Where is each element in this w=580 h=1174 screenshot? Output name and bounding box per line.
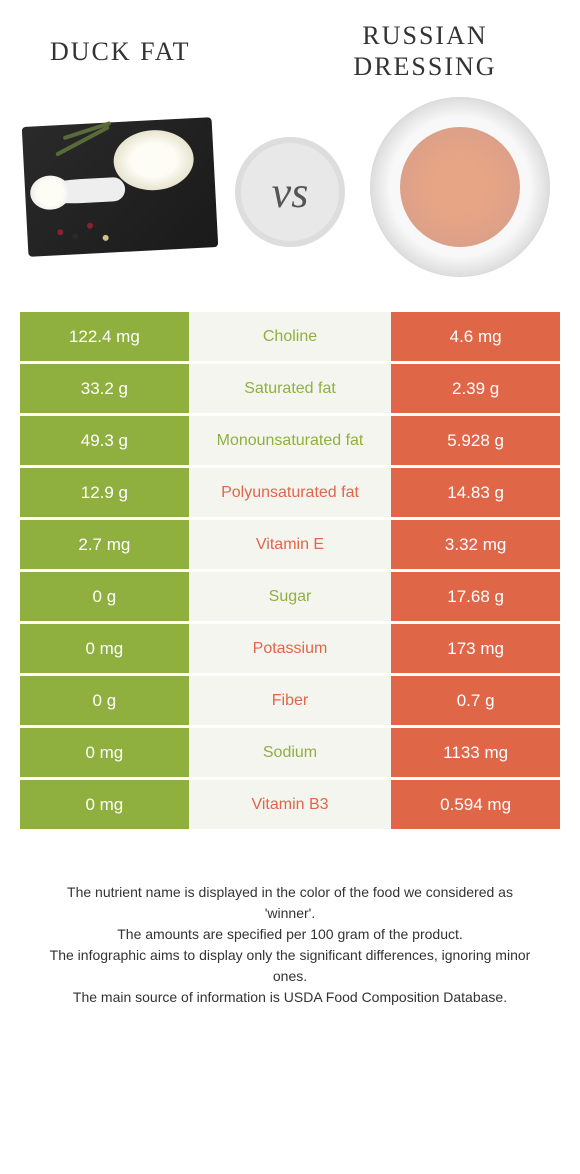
header: DUCK FAT RUSSIAN DRESSING [0,0,580,92]
cell-nutrient-name: Choline [189,312,392,361]
table-row: 2.7 mgVitamin E3.32 mg [20,520,560,572]
cell-right-value: 17.68 g [391,572,560,621]
cell-right-value: 1133 mg [391,728,560,777]
cell-left-value: 0 mg [20,624,189,673]
cell-right-value: 5.928 g [391,416,560,465]
images-row: vs [0,92,580,292]
cell-left-value: 12.9 g [20,468,189,517]
cell-nutrient-name: Polyunsaturated fat [189,468,392,517]
table-row: 49.3 gMonounsaturated fat5.928 g [20,416,560,468]
footer-line-1: The nutrient name is displayed in the co… [40,882,540,924]
cell-nutrient-name: Potassium [189,624,392,673]
cell-right-value: 4.6 mg [391,312,560,361]
cell-left-value: 0 mg [20,728,189,777]
cell-left-value: 2.7 mg [20,520,189,569]
footer-notes: The nutrient name is displayed in the co… [0,832,580,1008]
cell-nutrient-name: Sodium [189,728,392,777]
cell-left-value: 122.4 mg [20,312,189,361]
cell-right-value: 0.594 mg [391,780,560,829]
cell-nutrient-name: Saturated fat [189,364,392,413]
cell-right-value: 3.32 mg [391,520,560,569]
cell-left-value: 33.2 g [20,364,189,413]
cell-left-value: 0 mg [20,780,189,829]
table-row: 0 mgPotassium173 mg [20,624,560,676]
cell-right-value: 0.7 g [391,676,560,725]
image-russian-dressing [360,102,560,272]
nutrient-table: 122.4 mgCholine4.6 mg33.2 gSaturated fat… [20,312,560,832]
cell-right-value: 2.39 g [391,364,560,413]
footer-line-2: The amounts are specified per 100 gram o… [40,924,540,945]
table-row: 0 gSugar17.68 g [20,572,560,624]
cell-right-value: 173 mg [391,624,560,673]
cell-left-value: 0 g [20,676,189,725]
cell-nutrient-name: Sugar [189,572,392,621]
table-row: 122.4 mgCholine4.6 mg [20,312,560,364]
cell-left-value: 49.3 g [20,416,189,465]
table-row: 33.2 gSaturated fat2.39 g [20,364,560,416]
image-duck-fat [20,102,220,272]
table-row: 0 gFiber0.7 g [20,676,560,728]
title-right: RUSSIAN DRESSING [300,20,550,82]
cell-nutrient-name: Vitamin E [189,520,392,569]
table-row: 12.9 gPolyunsaturated fat14.83 g [20,468,560,520]
title-left: DUCK FAT [30,36,300,67]
cell-nutrient-name: Fiber [189,676,392,725]
cell-nutrient-name: Vitamin B3 [189,780,392,829]
cell-left-value: 0 g [20,572,189,621]
table-row: 0 mgSodium1133 mg [20,728,560,780]
cell-nutrient-name: Monounsaturated fat [189,416,392,465]
footer-line-4: The main source of information is USDA F… [40,987,540,1008]
table-row: 0 mgVitamin B30.594 mg [20,780,560,832]
vs-badge: vs [235,137,345,247]
cell-right-value: 14.83 g [391,468,560,517]
footer-line-3: The infographic aims to display only the… [40,945,540,987]
